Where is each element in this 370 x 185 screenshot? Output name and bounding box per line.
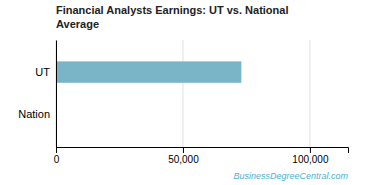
title: Financial Analysts Earnings: UT vs. Nati… [56, 4, 288, 30]
y-tick-label: Nation [18, 108, 50, 120]
x-axis-line [57, 148, 349, 154]
plot-area: 0 50,000 100,000 UT Nation [18, 40, 348, 165]
x-tick-label: 100,000 [292, 154, 329, 165]
x-tick-mark [183, 147, 184, 153]
y-axis-line [56, 41, 57, 148]
title-line: Financial Analysts Earnings: UT vs. Nati… [56, 4, 288, 16]
chart-svg: 0 50,000 100,000 UT Nation Financial Analysts… [0, 0, 370, 185]
x-tick-mark [310, 147, 311, 153]
y-tick-label: UT [35, 66, 50, 78]
grid-line [309, 40, 310, 147]
grid-line [56, 40, 57, 147]
bar [56, 61, 241, 82]
x-tick-mark [56, 147, 57, 153]
annotation: BusinessDegreeCentral.com [233, 171, 348, 181]
x-tick: 100,000 [292, 147, 329, 165]
x-axis: 0 50,000 100,000 [54, 147, 349, 165]
y-tick: UT [35, 66, 50, 78]
y-axis: UT Nation [18, 41, 56, 148]
grid [56, 40, 310, 147]
x-tick: 0 [54, 147, 60, 165]
x-tick: 50,000 [168, 147, 199, 165]
grid-line [182, 40, 183, 147]
x-tick-label: 50,000 [168, 154, 199, 165]
y-tick: Nation [18, 108, 50, 120]
x-tick-label: 0 [54, 154, 60, 165]
bars [56, 61, 241, 82]
title-line: Average [56, 18, 99, 30]
